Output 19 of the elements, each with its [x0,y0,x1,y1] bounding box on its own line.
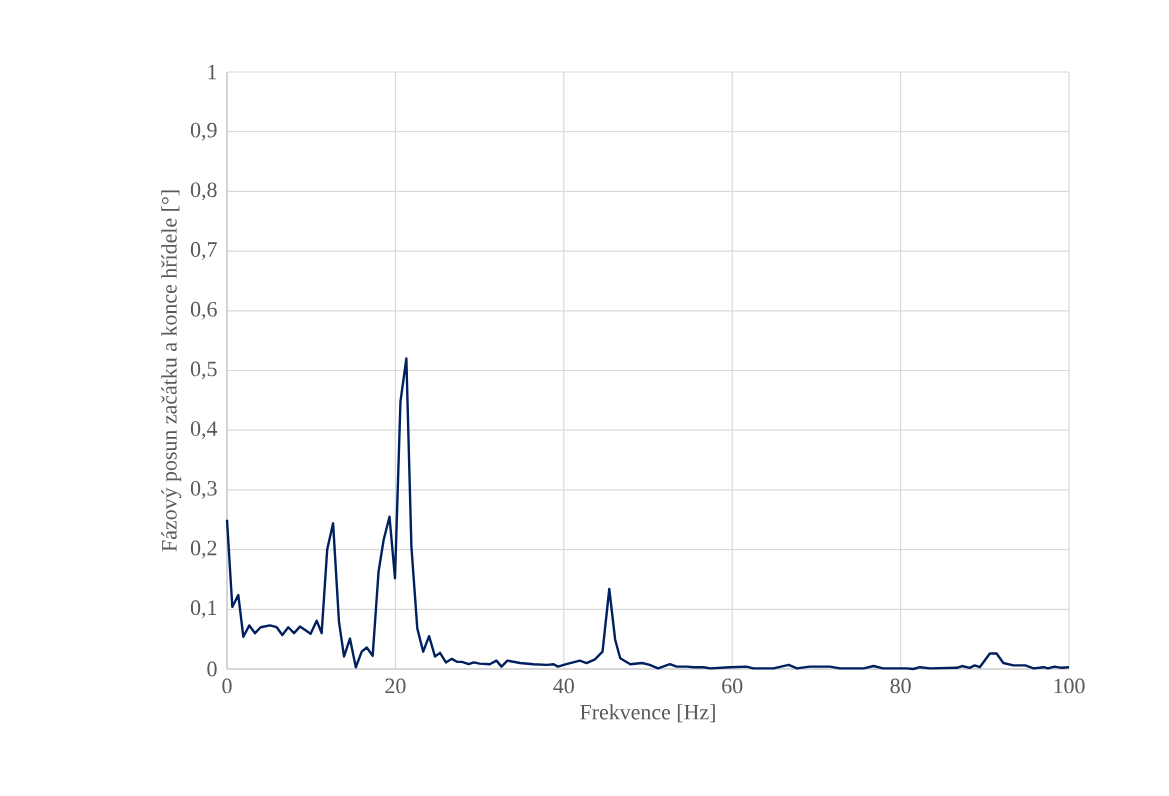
y-tick-label: 0,5 [190,361,217,380]
y-tick-label: 0,3 [190,480,217,499]
y-tick-label: 0,6 [190,301,217,320]
y-tick-label: 0 [207,661,217,677]
y-tick-label: 0,1 [190,600,217,619]
y-tick-label: 0,2 [190,540,217,559]
y-tick-label: 0,4 [190,421,218,440]
y-tick-label: 1 [208,64,217,80]
y-tick-label: 0,8 [190,182,217,201]
x-tick-label: 40 [553,678,574,694]
y-tick-label: 0,9 [190,122,217,141]
x-tick-label: 100 [1054,678,1085,694]
x-tick-label: 0 [222,678,232,694]
x-tick-label: 20 [385,678,406,694]
y-axis-title: Fázový posun začátku a konce hřídele [°] [161,190,182,552]
x-tick-label: 80 [890,678,911,694]
y-tick-label: 0,7 [190,242,217,261]
x-tick-label: 60 [722,678,743,694]
x-axis-title: Frekvence [Hz] [580,704,715,723]
